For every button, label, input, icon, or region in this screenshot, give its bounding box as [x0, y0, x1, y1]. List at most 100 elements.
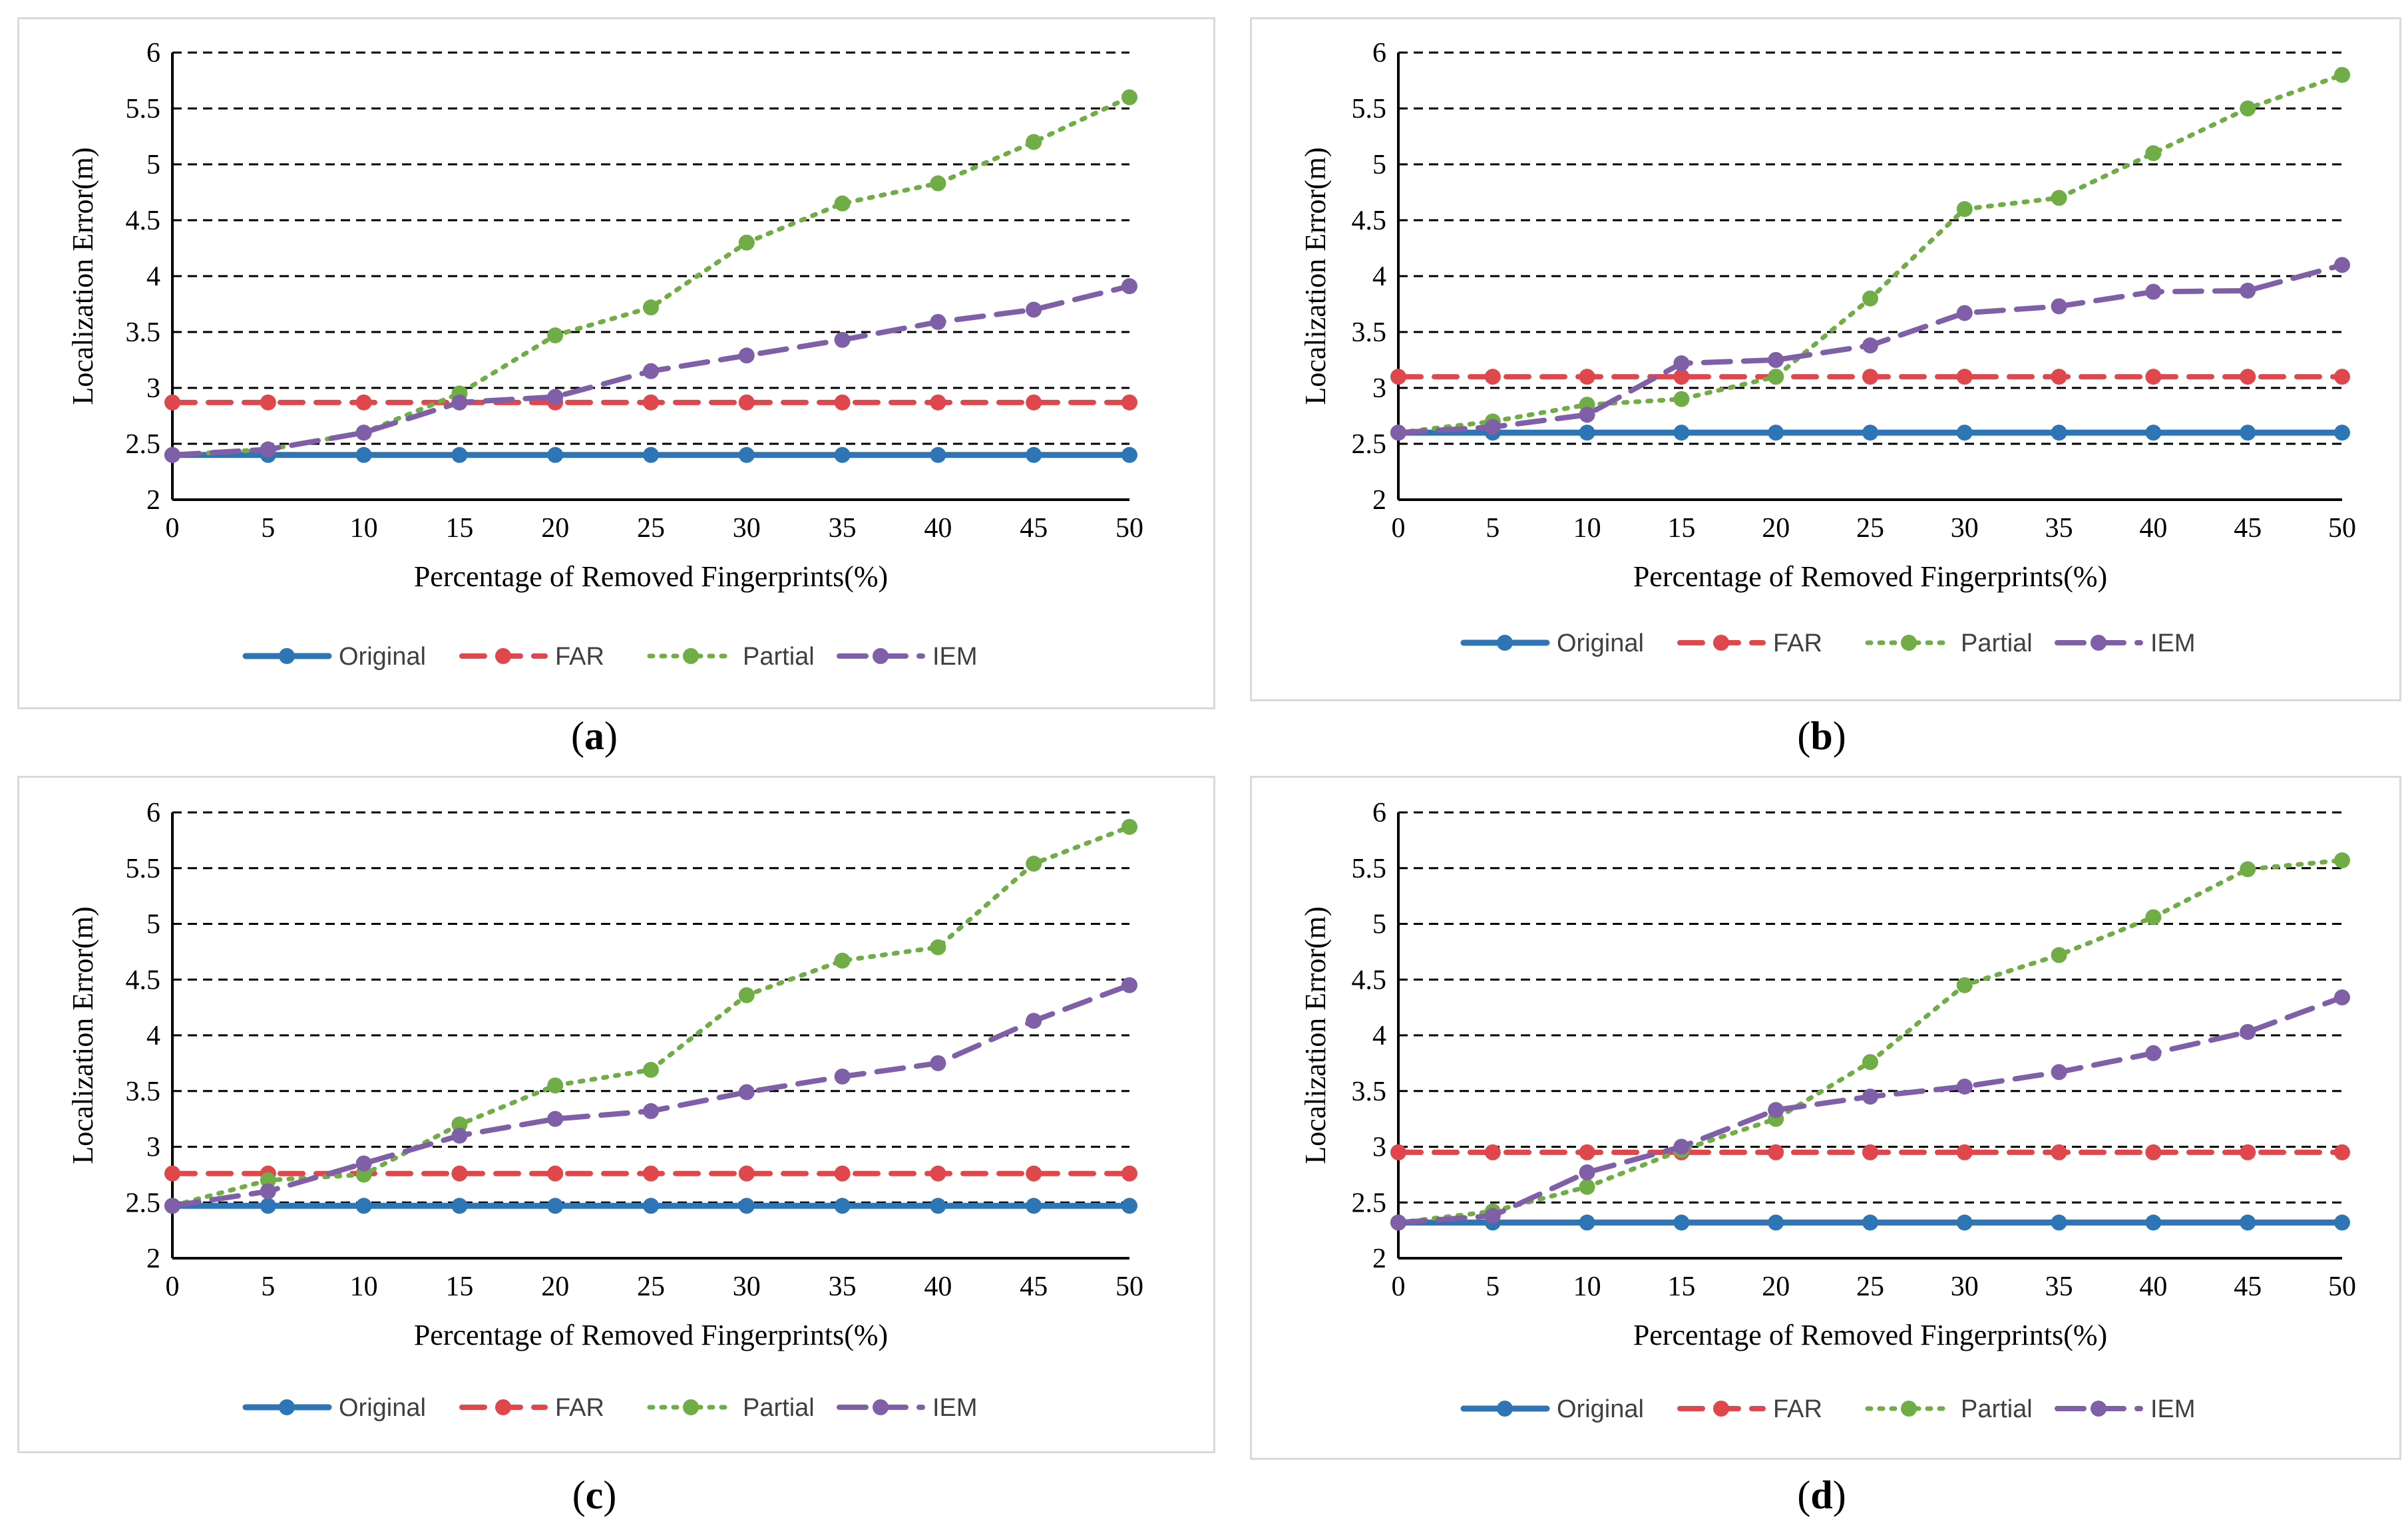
data-point-iem [1121, 278, 1137, 295]
x-tick-label: 45 [2234, 1272, 2262, 1302]
data-point-original [738, 1198, 755, 1214]
y-axis-title: Localization Error(m) [67, 906, 99, 1164]
data-point-original [2145, 1214, 2162, 1231]
data-point-original [1862, 1214, 1878, 1231]
data-point-partial [451, 1116, 468, 1132]
data-point-partial [1673, 391, 1690, 407]
data-point-original [547, 446, 564, 463]
legend-marker-iem [2091, 635, 2107, 651]
legend-marker-partial [1901, 1401, 1917, 1417]
data-point-iem [930, 313, 946, 330]
data-point-partial [930, 939, 946, 955]
chart-svg-c: 2 2.5 3 3.5 4 4.5 5 5.5 6 0 5 10 15 20 25 30 35 40 45 50 Per… [67, 798, 1143, 1422]
x-tick-label: 20 [1762, 513, 1790, 544]
x-axis-title: Percentage of Removed Fingerprints(%) [1633, 1319, 2107, 1351]
data-point-far [643, 394, 659, 411]
data-point-iem [1484, 419, 1501, 435]
legend-label-original: Original [1557, 629, 1644, 657]
data-point-iem [355, 425, 372, 441]
legend-label-partial: Partial [743, 643, 815, 671]
data-point-far [2051, 1144, 2067, 1160]
data-point-far [1484, 1144, 1501, 1160]
x-tick-label: 20 [541, 513, 569, 544]
legend-label-far: FAR [555, 1394, 604, 1422]
data-point-partial [2334, 852, 2350, 869]
y-tick-label: 5.5 [126, 854, 161, 884]
data-point-iem [2051, 298, 2067, 315]
data-point-partial [2240, 861, 2256, 878]
data-point-iem [164, 446, 180, 463]
legend-marker-far [1713, 1401, 1729, 1417]
x-tick-label: 0 [1392, 1272, 1406, 1302]
y-axis-title: Localization Error(m) [1299, 147, 1332, 405]
data-point-far [1579, 1144, 1595, 1160]
data-point-iem [1768, 352, 1784, 368]
data-point-iem [1862, 337, 1878, 354]
y-tick-label: 2.5 [126, 429, 161, 460]
data-point-iem [2240, 282, 2256, 299]
data-point-original [1673, 1214, 1690, 1231]
data-point-partial [260, 1172, 276, 1188]
legend-label-original: Original [339, 1394, 426, 1422]
caption-c: (c) [572, 1473, 617, 1517]
series-line-iem [1396, 995, 2345, 1226]
data-point-iem [260, 1183, 276, 1200]
x-tick-label: 10 [350, 1272, 378, 1302]
legend-marker-partial [1901, 635, 1917, 651]
data-point-original [451, 1198, 468, 1214]
data-point-far [738, 394, 755, 411]
data-point-original [738, 446, 755, 463]
y-tick-label: 2.5 [1352, 1188, 1387, 1218]
data-point-far [834, 394, 851, 411]
x-tick-label: 15 [445, 1272, 473, 1302]
y-tick-label: 4.5 [126, 965, 161, 995]
data-point-original [2145, 425, 2162, 441]
data-point-original [2240, 1214, 2256, 1231]
y-tick-label: 6 [146, 38, 160, 69]
x-tick-label: 0 [1392, 513, 1406, 544]
data-point-far [164, 1165, 180, 1182]
data-point-partial [1768, 369, 1784, 385]
data-point-far [834, 1165, 851, 1182]
y-tick-label: 4.5 [126, 206, 161, 236]
data-point-original [451, 446, 468, 463]
data-point-iem [451, 1127, 468, 1144]
x-tick-label: 10 [1573, 513, 1601, 544]
x-tick-label: 30 [1951, 1272, 1979, 1302]
y-axis-title: Localization Error(m) [1299, 906, 1332, 1164]
data-point-original [1862, 425, 1878, 441]
data-point-original [355, 446, 372, 463]
y-tick-label: 6 [1372, 38, 1386, 69]
data-point-original [2334, 1214, 2350, 1231]
data-point-original [834, 446, 851, 463]
chart-panel-b: 2 2.5 3 3.5 4 4.5 5 5.5 6 0 5 10 15 20 25 30 35 40 45 50 Per… [1250, 17, 2401, 701]
caption-a: (a) [571, 714, 618, 758]
data-point-far [1121, 1165, 1137, 1182]
data-point-far [930, 1165, 946, 1182]
data-point-original [1579, 1214, 1595, 1231]
y-tick-label: 3 [146, 1132, 160, 1163]
legend-label-far: FAR [1773, 629, 1822, 657]
data-point-original [1956, 1214, 1973, 1231]
data-point-partial [930, 175, 946, 192]
data-point-iem [643, 363, 659, 379]
data-point-far [2145, 369, 2162, 385]
data-point-far [1390, 1144, 1406, 1160]
chart-panel-c: 2 2.5 3 3.5 4 4.5 5 5.5 6 0 5 10 15 20 25 30 35 40 45 50 Per… [17, 776, 1215, 1453]
legend-label-partial: Partial [1961, 629, 2033, 657]
x-axis-title: Percentage of Removed Fingerprints(%) [414, 560, 888, 593]
data-point-original [2051, 425, 2067, 441]
data-point-iem [2240, 1023, 2256, 1040]
data-point-iem [547, 389, 564, 405]
x-tick-label: 30 [733, 1272, 761, 1302]
x-tick-label: 45 [1020, 513, 1048, 544]
data-point-far [164, 394, 180, 411]
y-tick-label: 2 [1372, 485, 1386, 516]
data-point-partial [1026, 856, 1042, 872]
legend-label-iem: IEM [932, 1394, 978, 1422]
data-point-iem [164, 1198, 180, 1214]
data-point-iem [1862, 1089, 1878, 1105]
x-tick-label: 40 [924, 513, 952, 544]
x-tick-label: 15 [1667, 1272, 1695, 1302]
chart-panel-d: 2 2.5 3 3.5 4 4.5 5 5.5 6 0 5 10 15 20 25 30 35 40 45 50 Per… [1250, 776, 2401, 1460]
